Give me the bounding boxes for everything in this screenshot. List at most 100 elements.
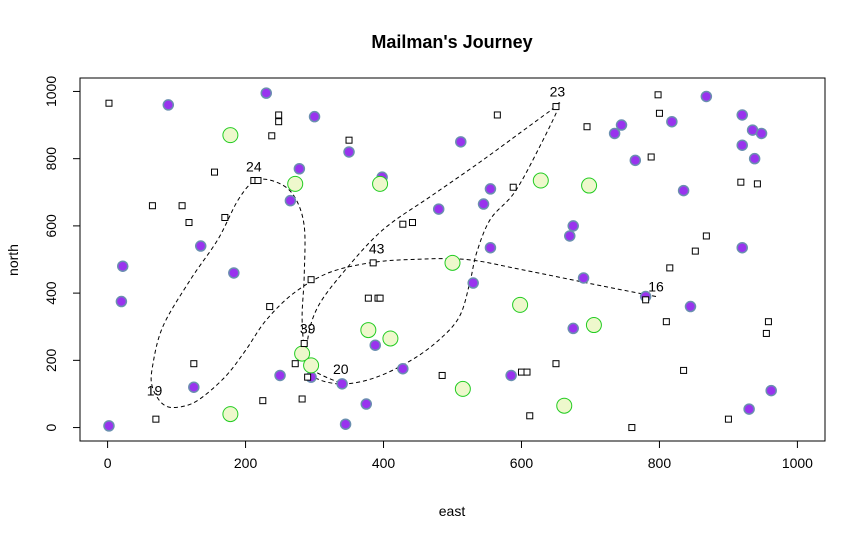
square-point (583, 123, 591, 131)
stop-label: 20 (333, 361, 349, 377)
y-tick-label: 1000 (43, 76, 59, 107)
purple-point (103, 420, 115, 432)
square-point (647, 153, 655, 161)
purple-point (755, 127, 768, 140)
annotations-layer: 16 19 20 23 24 39 43 (147, 83, 664, 398)
purple-point (360, 398, 373, 410)
purple-point (260, 87, 272, 99)
square-point (291, 360, 299, 368)
square-point (105, 99, 113, 107)
y-tick-label: 0 (43, 423, 59, 431)
purple-point (293, 163, 306, 175)
square-point (724, 415, 732, 423)
square-point (666, 264, 674, 272)
stop-label: 23 (550, 83, 566, 99)
square-point (304, 373, 312, 381)
square-point (408, 219, 416, 227)
stop-label: 43 (369, 240, 385, 256)
purple-point (284, 194, 297, 207)
square-point (259, 397, 267, 405)
purple-point (308, 110, 321, 123)
purple-point (666, 115, 678, 128)
square-point (762, 329, 770, 337)
x-tick-label: 600 (510, 455, 534, 471)
square-point (369, 259, 377, 267)
green-point (360, 322, 377, 339)
square-point (680, 366, 688, 374)
x-tick-label: 800 (648, 455, 672, 471)
square-point (662, 318, 670, 326)
green-point (556, 397, 573, 414)
green-point (454, 380, 471, 397)
square-point (702, 232, 710, 240)
square-point (152, 415, 160, 423)
purple-point (564, 230, 576, 242)
y-axis-label: north (5, 244, 21, 276)
square-point (526, 412, 534, 420)
square-point (628, 424, 636, 432)
y-tick-label: 800 (43, 147, 59, 171)
green-point (222, 127, 239, 144)
square-point (654, 91, 662, 99)
purple-point (736, 109, 748, 121)
square-point (211, 168, 219, 176)
purple-point (629, 154, 642, 167)
square-point (364, 294, 372, 302)
purple-point (567, 220, 579, 232)
purple-point (274, 369, 286, 382)
points-layer (103, 87, 777, 432)
square-point (185, 219, 193, 227)
purple-point (700, 90, 713, 103)
y-tick-label: 400 (43, 281, 59, 305)
purple-point (467, 277, 479, 289)
square-point (493, 111, 501, 119)
stop-label: 24 (246, 158, 262, 174)
purple-point (615, 119, 628, 131)
green-point (512, 296, 529, 313)
square-point (266, 303, 274, 311)
purple-point (477, 198, 490, 210)
stop-label: 19 (147, 383, 163, 399)
purple-point (455, 136, 467, 148)
y-tick-label: 600 (43, 214, 59, 238)
square-point (275, 111, 283, 119)
green-point (222, 406, 239, 423)
stop-label: 16 (648, 278, 664, 294)
green-point (382, 330, 399, 347)
purple-point (432, 203, 445, 215)
square-point (307, 276, 315, 284)
purple-point (608, 127, 621, 140)
purple-point (162, 99, 175, 111)
purple-point (684, 300, 697, 313)
x-tick-label: 0 (104, 455, 112, 471)
y-tick-label: 200 (43, 348, 59, 372)
purple-point (117, 260, 129, 272)
purple-point (505, 369, 517, 382)
purple-point (397, 362, 409, 375)
purple-point (369, 339, 381, 351)
x-axis: 0 200 400 600 800 1000 (104, 440, 813, 471)
square-point (438, 371, 446, 379)
purple-point (115, 295, 128, 308)
green-point (585, 317, 602, 334)
stop-label: 39 (300, 320, 316, 336)
purple-point (228, 267, 240, 279)
square-point (300, 340, 308, 348)
purple-point (484, 183, 497, 195)
purple-point (194, 240, 207, 252)
purple-point (567, 322, 579, 335)
purple-point (336, 378, 348, 390)
route-layer (150, 102, 657, 409)
purple-point (577, 272, 590, 284)
green-point (303, 357, 320, 374)
square-point (753, 180, 761, 188)
x-axis-label: east (439, 503, 466, 519)
green-point (532, 172, 549, 189)
square-point (254, 177, 262, 185)
square-point (764, 318, 772, 326)
route-line (150, 102, 657, 409)
purple-point (736, 241, 748, 254)
green-point (581, 177, 598, 194)
purple-point (765, 384, 777, 397)
square-point (642, 296, 650, 304)
